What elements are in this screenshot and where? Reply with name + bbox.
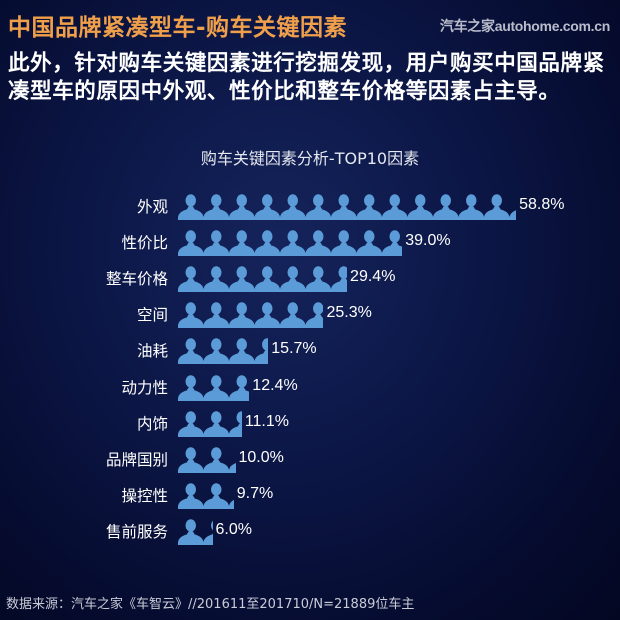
value-label: 11.1%: [244, 412, 289, 430]
summary-text: 此外，针对购车关键因素进行挖掘发现，用户购买中国品牌紧凑型车的原因中外观、性价比…: [8, 51, 605, 104]
person-icon-bar: [178, 229, 403, 257]
chart-row: 内饰 11.1%: [0, 407, 620, 437]
value-label: 25.3%: [326, 304, 372, 322]
person-icon-bar: [178, 193, 517, 221]
chart-row: 品牌国别 10.0%: [0, 443, 620, 473]
value-label: 15.7%: [271, 340, 317, 358]
person-icon: [178, 302, 324, 329]
value-label: 29.4%: [350, 268, 396, 286]
category-label: 品牌国别: [105, 450, 168, 469]
person-icon: [178, 446, 236, 473]
value-label: 6.0%: [215, 520, 252, 538]
value-label: 10.0%: [238, 448, 284, 466]
person-icon: [178, 230, 403, 257]
value-label: 9.7%: [236, 484, 274, 502]
category-label: 空间: [136, 306, 168, 325]
category-label: 外观: [136, 198, 168, 216]
person-icon: [178, 338, 269, 365]
person-icon-bar: [178, 337, 269, 365]
value-label: 12.4%: [252, 376, 298, 394]
chart-row: 油耗 15.7%: [0, 334, 620, 365]
person-icon: [178, 483, 234, 509]
person-icon-bar: [178, 446, 236, 474]
person-icon: [178, 266, 348, 293]
person-icon-bar: [178, 482, 234, 510]
category-label: 整车价格: [105, 270, 168, 289]
person-icon-bar: [178, 518, 213, 546]
chart-row: 性价比 39.0%: [0, 226, 620, 257]
category-label: 操控性: [121, 486, 168, 505]
person-icon: [178, 519, 213, 545]
category-label: 内饰: [136, 414, 168, 433]
value-label: 39.0%: [405, 232, 451, 250]
person-icon: [178, 374, 250, 401]
chart-row: 售前服务 6.0%: [0, 515, 620, 545]
brand-logo-text: 汽车之家autohome.com.cn: [439, 18, 610, 34]
value-label: 58.8%: [519, 196, 565, 213]
chart-row: 操控性 9.7%: [0, 479, 620, 509]
person-icon-bar: [178, 374, 250, 402]
category-label: 动力性: [121, 378, 168, 397]
chart-row: 动力性 12.4%: [0, 371, 620, 401]
page-title: 中国品牌紧凑型车-购车关键因素: [8, 15, 348, 41]
category-label: 售前服务: [105, 522, 168, 541]
data-source-note: 数据来源：汽车之家《车智云》//201611至201710/N=21889位车主: [6, 597, 415, 612]
person-icon: [178, 410, 242, 437]
person-icon: [178, 194, 517, 220]
chart-row: 整车价格 29.4%: [0, 262, 620, 293]
person-icon-bar: [178, 410, 242, 438]
chart-row: 空间 25.3%: [0, 298, 620, 329]
category-label: 性价比: [121, 234, 168, 253]
person-icon-bar: [178, 265, 348, 293]
person-icon-bar: [178, 301, 324, 329]
chart-row: 外观 58.8%: [0, 190, 620, 220]
category-label: 油耗: [136, 342, 168, 361]
chart-title: 购车关键因素分析-TOP10因素: [200, 149, 420, 168]
